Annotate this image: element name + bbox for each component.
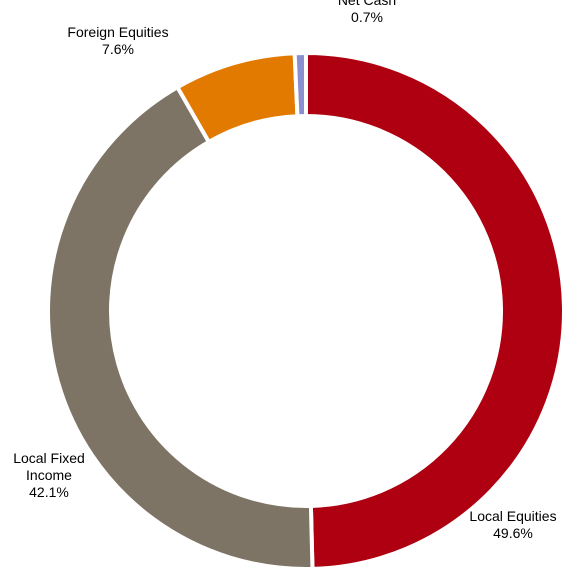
slice-category-label: Local Fixed xyxy=(13,450,85,466)
slice-local-fixed-income xyxy=(46,84,315,568)
slice-local-equities xyxy=(304,50,566,568)
slice-net-cash xyxy=(292,50,308,119)
slice-value-label: 49.6% xyxy=(493,525,533,541)
slice-value-label: 42.1% xyxy=(29,484,69,500)
slice-category-label: Income xyxy=(26,467,72,483)
slice-category-label: Local Equities xyxy=(469,508,556,524)
slice-category-label: Foreign Equities xyxy=(67,24,168,40)
slice-category-label: Net Cash xyxy=(338,0,396,8)
slice-value-label: 7.6% xyxy=(102,41,134,57)
donut-slices xyxy=(46,50,566,568)
slice-value-label: 0.7% xyxy=(351,9,383,25)
